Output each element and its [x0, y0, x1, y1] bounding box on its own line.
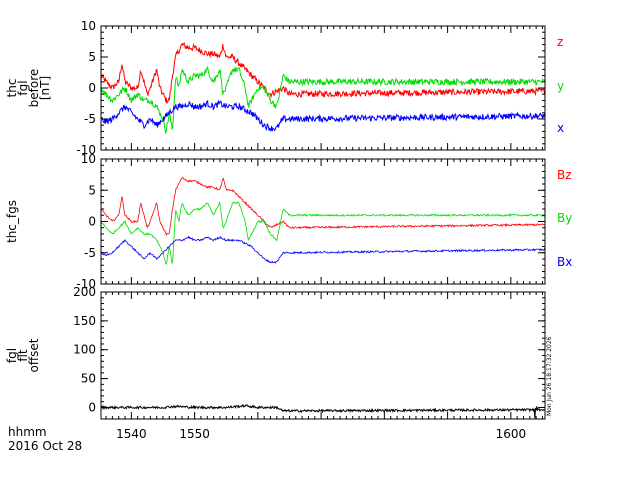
- x-tick-label: 1600: [496, 427, 527, 441]
- series-line-x: [101, 99, 545, 132]
- y-tick-label: -5: [84, 246, 96, 260]
- y-axis-label: thc: [5, 79, 19, 98]
- y-tick-label: 10: [81, 19, 96, 33]
- series-line-bx: [101, 235, 545, 264]
- y-tick-label: 5: [88, 183, 96, 197]
- series-line-y: [101, 65, 545, 134]
- y-tick-label: 50: [81, 372, 96, 386]
- timestamp-label: Mon Jun 26 18:17:32 2026: [546, 336, 553, 416]
- x-axis-label-date: 2016 Oct 28: [8, 439, 82, 453]
- y-axis-label: offset: [27, 338, 41, 372]
- legend-entry-x: x: [557, 121, 564, 135]
- x-tick-label: 1550: [179, 427, 210, 441]
- y-axis-label: [nT]: [38, 76, 52, 100]
- y-axis-label: fgl: [16, 80, 30, 95]
- series-line-z: [101, 41, 545, 105]
- panels: -10-50510thcfglbefore[nT]zyx-10-50510thc…: [5, 19, 572, 441]
- legend-entry-z: z: [557, 35, 563, 49]
- legend-entry-bx: Bx: [557, 255, 572, 269]
- series-line-by: [101, 201, 545, 265]
- y-tick-label: 150: [73, 314, 96, 328]
- y-tick-label: 5: [88, 50, 96, 64]
- y-axis-label: flt: [16, 349, 30, 362]
- legend-entry-bz: Bz: [557, 168, 572, 182]
- y-axis-label: fgl: [5, 348, 19, 363]
- series-line-offset: [101, 404, 545, 419]
- y-axis-label: thc_fgs: [5, 200, 19, 243]
- y-tick-label: -5: [84, 112, 96, 126]
- panel-frame: [100, 291, 546, 420]
- legend-entry-y: y: [557, 79, 564, 93]
- y-axis-label: before: [27, 69, 41, 108]
- y-tick-label: -10: [76, 277, 96, 291]
- x-tick-label: 1540: [116, 427, 147, 441]
- y-tick-label: 100: [73, 343, 96, 357]
- y-tick-label: 0: [88, 215, 96, 229]
- y-tick-label: 200: [73, 285, 96, 299]
- x-axis-label-hhmm: hhmm: [8, 425, 47, 439]
- legend-entry-by: By: [557, 211, 572, 225]
- y-tick-label: 10: [81, 152, 96, 166]
- series-line-bz: [101, 176, 545, 237]
- y-tick-label: -10: [76, 143, 96, 157]
- y-tick-label: 0: [88, 400, 96, 414]
- panel-frame: [100, 158, 546, 285]
- y-tick-label: 0: [88, 81, 96, 95]
- panel-2: -10 -5 0 5 10 thc_fgs Bz By Bx: [5, 152, 572, 291]
- panel-frame: [100, 25, 546, 151]
